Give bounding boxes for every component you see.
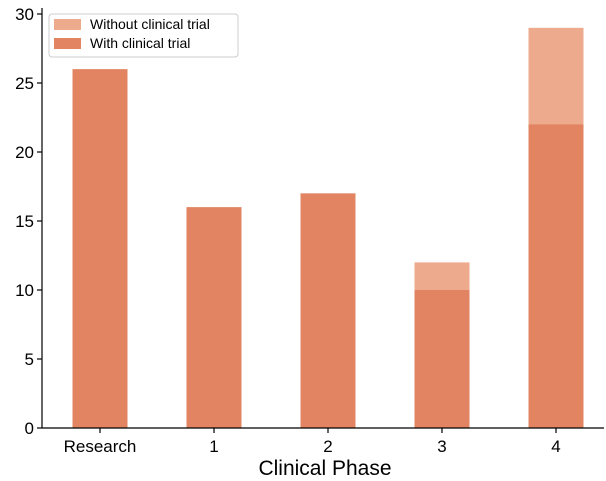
legend-swatch-0 [54,19,81,30]
y-tick-label-30: 30 [15,5,34,24]
y-tick-label-10: 10 [15,281,34,300]
bar-with-clinical-trial-2 [300,193,356,428]
x-tick-label-3: 3 [437,437,446,456]
y-tick-label-20: 20 [15,143,34,162]
legend-box [48,13,239,58]
legend: Without clinical trial With clinical tria… [48,13,239,58]
x-tick-label-1: 1 [209,437,218,456]
legend-label-1: With clinical trial [90,35,190,51]
bar-with-clinical-trial-1 [186,207,242,428]
x-axis-title: Clinical Phase [258,457,391,480]
bar-with-clinical-trial-4 [528,124,584,429]
y-tick-label-15: 15 [15,212,34,231]
x-axis: Research 1 2 3 4 [42,427,604,456]
legend-swatch-1 [54,38,81,49]
x-tick-label-2: 2 [323,437,332,456]
bar-with-clinical-trial-research [72,69,128,428]
y-tick-label-0: 0 [25,419,34,438]
x-tick-label-research: Research [64,437,137,456]
y-tick-label-25: 25 [15,74,34,93]
bar-with-clinical-trial-3 [414,290,470,428]
y-tick-label-5: 5 [25,350,34,369]
legend-label-0: Without clinical trial [90,16,210,32]
bars-group [72,27,584,429]
x-tick-label-4: 4 [551,437,560,456]
y-axis: 0 5 10 15 20 25 30 [15,5,43,438]
